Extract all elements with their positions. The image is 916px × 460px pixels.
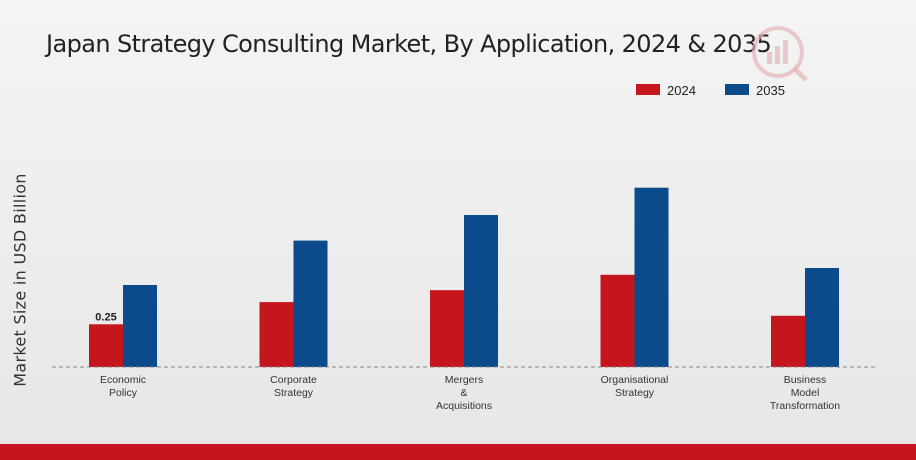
data-label-0: 0.25	[95, 311, 116, 323]
legend-swatch-2024	[636, 84, 660, 95]
legend: 2024 2035	[636, 83, 785, 98]
legend-label-2035: 2035	[756, 83, 785, 98]
bar-2035-1	[293, 240, 328, 367]
brand-watermark-icon	[752, 26, 808, 82]
x-tick-label-1: Corporate Strategy	[270, 374, 317, 399]
bar-2035-0	[123, 285, 157, 367]
x-tick-label-0: Economic Policy	[100, 374, 146, 399]
bar-2035-4	[805, 268, 839, 367]
bar-2024-4	[771, 315, 805, 367]
bar-2035-3	[634, 187, 669, 367]
x-tick-label-3: Organisational Strategy	[601, 374, 669, 399]
bar-2035-2	[464, 215, 498, 367]
data-labels: 0.25	[95, 311, 116, 323]
x-tick-labels: Economic Policy Corporate Strategy Mergers & A…	[100, 374, 840, 412]
x-tick-label-2: Mergers & Acquisitions	[436, 374, 492, 412]
bar-2024-0	[89, 324, 123, 367]
legend-swatch-2035	[725, 84, 749, 95]
bar-2024-2	[430, 290, 464, 367]
bar-2024-1	[259, 302, 294, 367]
chart-title: Japan Strategy Consulting Market, By App…	[46, 30, 772, 58]
bars-group	[89, 187, 839, 367]
legend-label-2024: 2024	[667, 83, 696, 98]
x-tick-label-4: Business Model Transformation	[770, 374, 840, 412]
bar-2024-3	[600, 274, 635, 367]
footer-bar	[0, 444, 916, 460]
